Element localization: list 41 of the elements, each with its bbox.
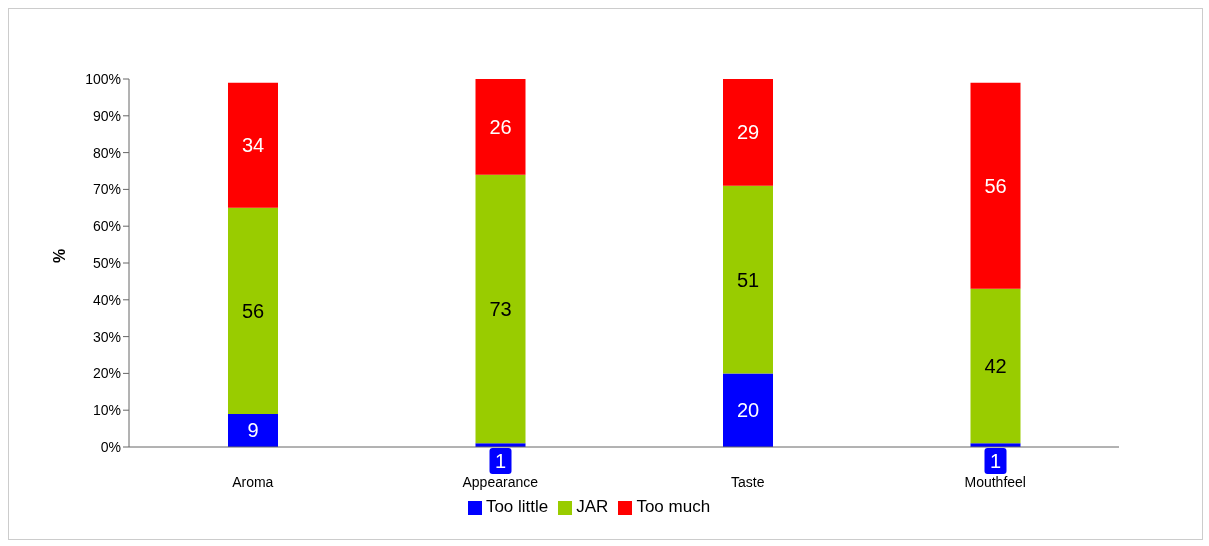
- data-label: 1: [989, 450, 1002, 472]
- y-tick-label: 50%: [92, 254, 121, 271]
- y-tick-label: 60%: [92, 218, 121, 235]
- bar: [970, 82, 1021, 289]
- bar: [723, 185, 773, 374]
- bar: [723, 79, 773, 186]
- data-label: 42: [984, 355, 1007, 378]
- bar: [475, 174, 526, 444]
- y-tick-label: 70%: [92, 181, 121, 198]
- y-tick-label: 100%: [85, 70, 121, 87]
- bar: [228, 207, 278, 414]
- data-label: 34: [241, 134, 265, 157]
- x-tick-label: Aroma: [232, 473, 274, 490]
- bar: [970, 288, 1021, 444]
- data-label: 73: [489, 298, 512, 320]
- bar: [475, 79, 526, 175]
- x-tick-label: Appearance: [462, 473, 539, 490]
- bar: [723, 373, 773, 447]
- y-tick-label: 90%: [92, 107, 121, 124]
- data-label: 29: [736, 121, 760, 144]
- x-tick-label: Mouthfeel: [964, 473, 1026, 490]
- data-label: 9: [247, 419, 259, 442]
- legend-label: Too much: [636, 497, 711, 516]
- x-tick-label: Taste: [731, 473, 765, 490]
- legend-label: Too little: [485, 497, 549, 516]
- data-label: 56: [984, 174, 1007, 197]
- y-tick-label: 10%: [92, 402, 121, 419]
- y-tick-label: 30%: [92, 328, 121, 345]
- bar: [228, 413, 278, 447]
- y-tick-label: 20%: [92, 365, 121, 382]
- data-label: 56: [241, 299, 265, 322]
- bar: [228, 82, 278, 208]
- y-tick-label: 40%: [92, 291, 121, 308]
- data-label: 26: [489, 115, 512, 138]
- legend-label: JAR: [576, 497, 609, 516]
- data-label: 20: [736, 399, 760, 422]
- data-label: 1: [494, 450, 507, 472]
- y-tick-label: 80%: [92, 144, 121, 161]
- y-tick-label: 0%: [100, 438, 121, 455]
- y-axis-title: %: [50, 248, 68, 263]
- data-label: 51: [736, 268, 760, 291]
